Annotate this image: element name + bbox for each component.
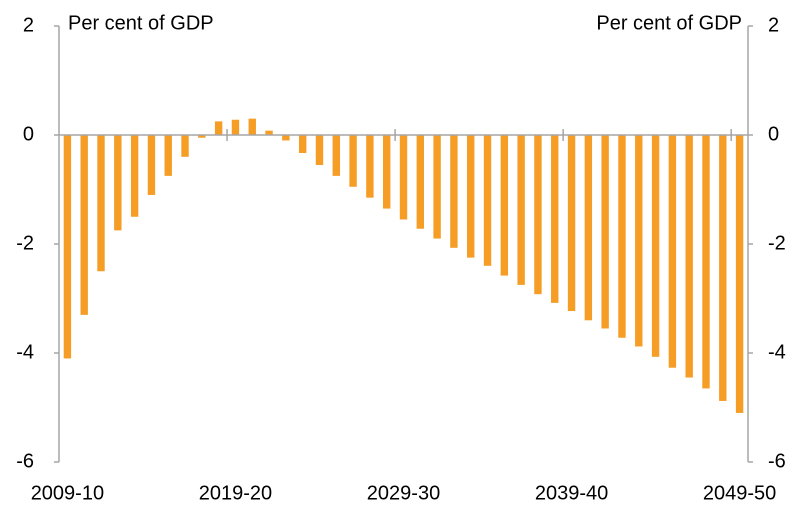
bar [248,118,256,135]
bar [416,135,425,229]
y2-tick-label: -4 [768,341,786,363]
bar [702,135,710,389]
bar [567,135,576,312]
x-tick-label: 2009-10 [31,482,104,504]
bar [601,135,609,329]
bar [719,135,727,401]
bar [97,135,105,272]
y-tick-label: 0 [23,123,34,145]
bar [214,121,223,135]
bar [265,130,273,135]
bar [63,135,72,359]
bar [181,135,189,157]
y2-tick-label: -2 [768,232,786,254]
bar [282,135,290,141]
bar [551,135,559,303]
y2-axis-label: Per cent of GDP [596,12,742,34]
bar [332,135,340,176]
bar [584,135,593,321]
y2-tick-label: -6 [768,450,786,472]
bar [298,135,307,153]
bar [668,135,677,368]
bar [450,135,458,248]
bar [315,135,324,165]
bar [651,135,660,357]
bar [366,135,374,198]
x-tick-label: 2029-30 [367,482,440,504]
bar [735,135,744,413]
bar [618,135,626,338]
y-tick-label: -2 [16,232,34,254]
bar [130,135,139,217]
bar [164,135,172,176]
x-tick-label: 2049-50 [703,482,776,504]
y-tick-label: 2 [23,14,34,36]
bar [114,135,122,231]
bar [517,135,525,285]
y2-tick-label: 2 [768,14,779,36]
x-tick-label: 2019-20 [199,482,272,504]
bar [534,135,542,295]
y2-tick-label: 0 [768,123,779,145]
y-tick-label: -6 [16,450,34,472]
bar [467,135,475,258]
bar [147,135,156,195]
bar [500,135,509,276]
y-tick-label: -4 [16,341,34,363]
x-tick-label: 2039-40 [535,482,608,504]
bar [635,135,643,347]
bar [382,135,391,209]
bar [399,135,408,220]
bar [685,135,693,378]
bar [198,135,206,138]
bar [483,135,492,266]
bar [231,119,240,135]
y-axis-label: Per cent of GDP [68,12,214,34]
bar [433,135,441,239]
bar [349,135,357,187]
bar [80,135,88,315]
